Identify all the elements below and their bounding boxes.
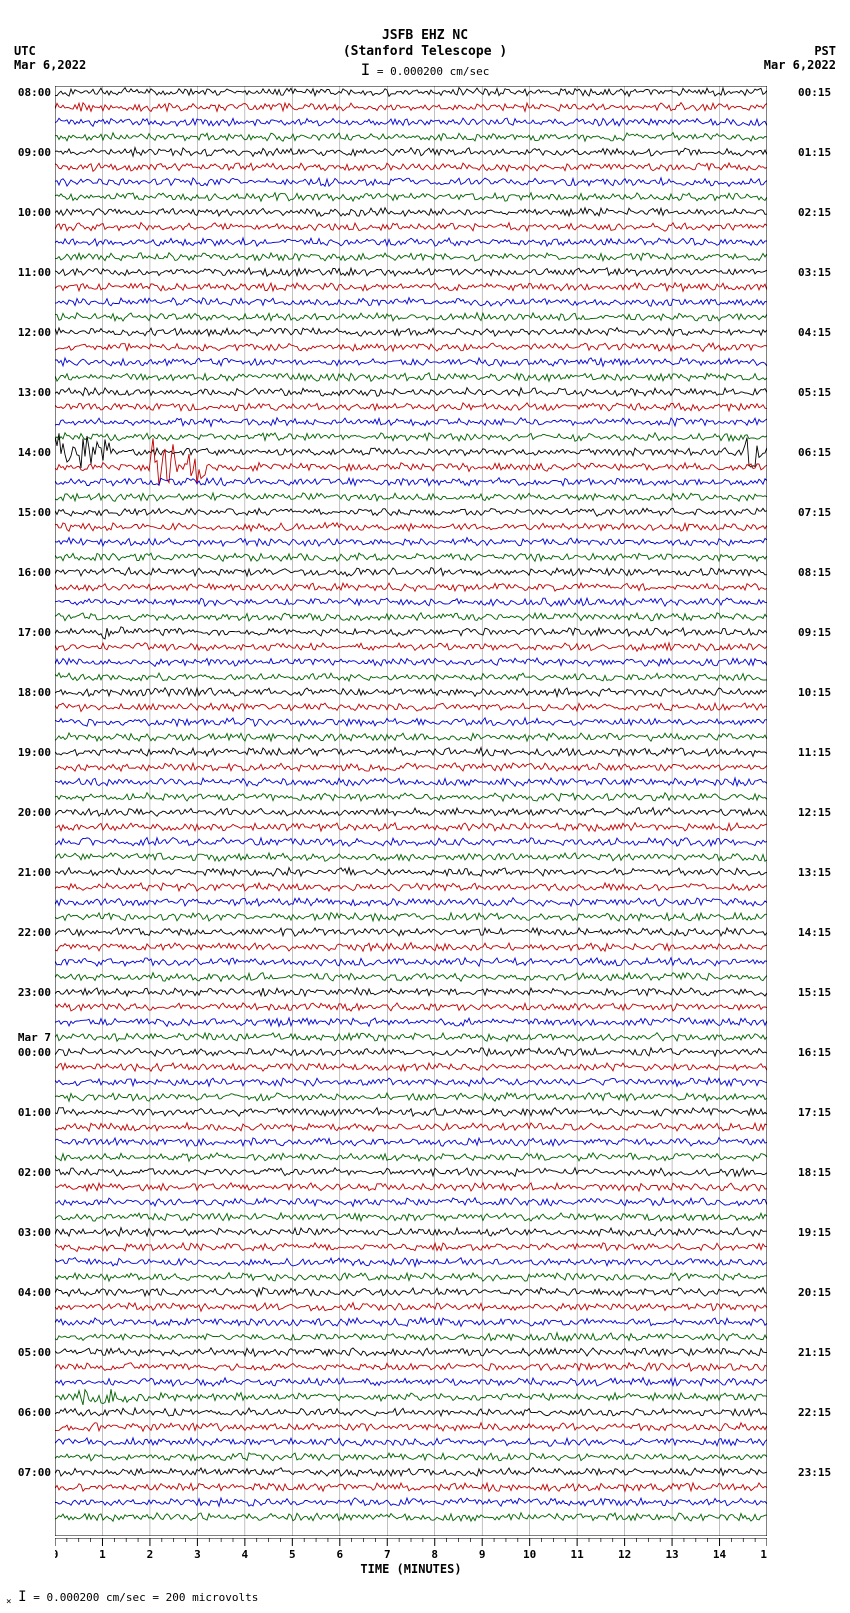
pst-time-label: 18:15 <box>798 1166 831 1179</box>
svg-text:11: 11 <box>571 1548 585 1561</box>
x-axis: 0123456789101112131415 TIME (MINUTES) <box>55 1538 767 1588</box>
svg-text:9: 9 <box>479 1548 486 1561</box>
pst-time-label: 19:15 <box>798 1226 831 1239</box>
date-right: Mar 6,2022 <box>764 58 836 72</box>
utc-time-label: 17:00 <box>18 626 51 639</box>
utc-time-label: 20:00 <box>18 806 51 819</box>
utc-time-label: 18:00 <box>18 686 51 699</box>
utc-time-label: 01:00 <box>18 1106 51 1119</box>
utc-time-label: 23:00 <box>18 986 51 999</box>
svg-text:0: 0 <box>55 1548 58 1561</box>
utc-time-label: 13:00 <box>18 386 51 399</box>
pst-time-label: 03:15 <box>798 266 831 279</box>
utc-time-label: 15:00 <box>18 506 51 519</box>
pst-time-label: 17:15 <box>798 1106 831 1119</box>
pst-time-label: 04:15 <box>798 326 831 339</box>
utc-time-label: 10:00 <box>18 206 51 219</box>
pst-time-label: 00:15 <box>798 86 831 99</box>
pst-time-label: 09:15 <box>798 626 831 639</box>
pst-time-label: 11:15 <box>798 746 831 759</box>
seismogram-plot <box>55 86 767 1536</box>
utc-time-label: 07:00 <box>18 1466 51 1479</box>
utc-time-label: 12:00 <box>18 326 51 339</box>
utc-day-label: Mar 7 <box>18 1031 51 1044</box>
svg-text:3: 3 <box>194 1548 201 1561</box>
svg-text:1: 1 <box>99 1548 106 1561</box>
seismogram-svg <box>55 86 767 1536</box>
pst-time-label: 06:15 <box>798 446 831 459</box>
utc-time-label: 08:00 <box>18 86 51 99</box>
utc-time-label: 05:00 <box>18 1346 51 1359</box>
pst-time-label: 21:15 <box>798 1346 831 1359</box>
svg-text:13: 13 <box>665 1548 678 1561</box>
pst-time-labels: 00:15 01:15 02:15 03:15 04:15 05:15 06:15 07:15… <box>796 86 850 1536</box>
pst-time-label: 15:15 <box>798 986 831 999</box>
svg-text:4: 4 <box>242 1548 249 1561</box>
svg-text:5: 5 <box>289 1548 296 1561</box>
timezone-left: UTC <box>14 44 36 58</box>
x-axis-label: TIME (MINUTES) <box>55 1562 767 1576</box>
pst-time-label: 22:15 <box>798 1406 831 1419</box>
pst-time-label: 16:15 <box>798 1046 831 1059</box>
svg-text:10: 10 <box>523 1548 536 1561</box>
timezone-right: PST <box>814 44 836 58</box>
utc-time-label: 09:00 <box>18 146 51 159</box>
utc-time-label: 21:00 <box>18 866 51 879</box>
pst-time-label: 10:15 <box>798 686 831 699</box>
pst-time-label: 01:15 <box>798 146 831 159</box>
utc-time-labels: 08:00 09:00 10:00 11:00 12:00 13:00 14:00 15:00… <box>0 86 53 1536</box>
svg-text:2: 2 <box>147 1548 154 1561</box>
x-axis-ticks: 0123456789101112131415 <box>55 1538 767 1562</box>
station-title: JSFB EHZ NC <box>0 28 850 43</box>
utc-time-label: 06:00 <box>18 1406 51 1419</box>
utc-time-label: 19:00 <box>18 746 51 759</box>
utc-time-label: 22:00 <box>18 926 51 939</box>
pst-time-label: 05:15 <box>798 386 831 399</box>
pst-time-label: 23:15 <box>798 1466 831 1479</box>
pst-time-label: 20:15 <box>798 1286 831 1299</box>
svg-text:6: 6 <box>336 1548 343 1561</box>
pst-time-label: 07:15 <box>798 506 831 519</box>
svg-text:8: 8 <box>431 1548 438 1561</box>
svg-text:14: 14 <box>713 1548 727 1561</box>
svg-text:15: 15 <box>760 1548 767 1561</box>
footer-scale: × I = 0.000200 cm/sec = 200 microvolts <box>6 1589 258 1607</box>
date-left: Mar 6,2022 <box>14 58 86 72</box>
pst-time-label: 08:15 <box>798 566 831 579</box>
svg-text:7: 7 <box>384 1548 391 1561</box>
pst-time-label: 02:15 <box>798 206 831 219</box>
helicorder-container: JSFB EHZ NC (Stanford Telescope ) I = 0.… <box>0 0 850 1613</box>
utc-time-label: 14:00 <box>18 446 51 459</box>
utc-time-label: 02:00 <box>18 1166 51 1179</box>
utc-time-label: 04:00 <box>18 1286 51 1299</box>
utc-time-label: 00:00 <box>18 1046 51 1059</box>
pst-time-label: 13:15 <box>798 866 831 879</box>
scale-indicator: I = 0.000200 cm/sec <box>0 60 850 79</box>
pst-time-label: 12:15 <box>798 806 831 819</box>
utc-time-label: 11:00 <box>18 266 51 279</box>
utc-time-label: 03:00 <box>18 1226 51 1239</box>
svg-text:12: 12 <box>618 1548 631 1561</box>
utc-time-label: 16:00 <box>18 566 51 579</box>
pst-time-label: 14:15 <box>798 926 831 939</box>
location-subtitle: (Stanford Telescope ) <box>0 44 850 59</box>
